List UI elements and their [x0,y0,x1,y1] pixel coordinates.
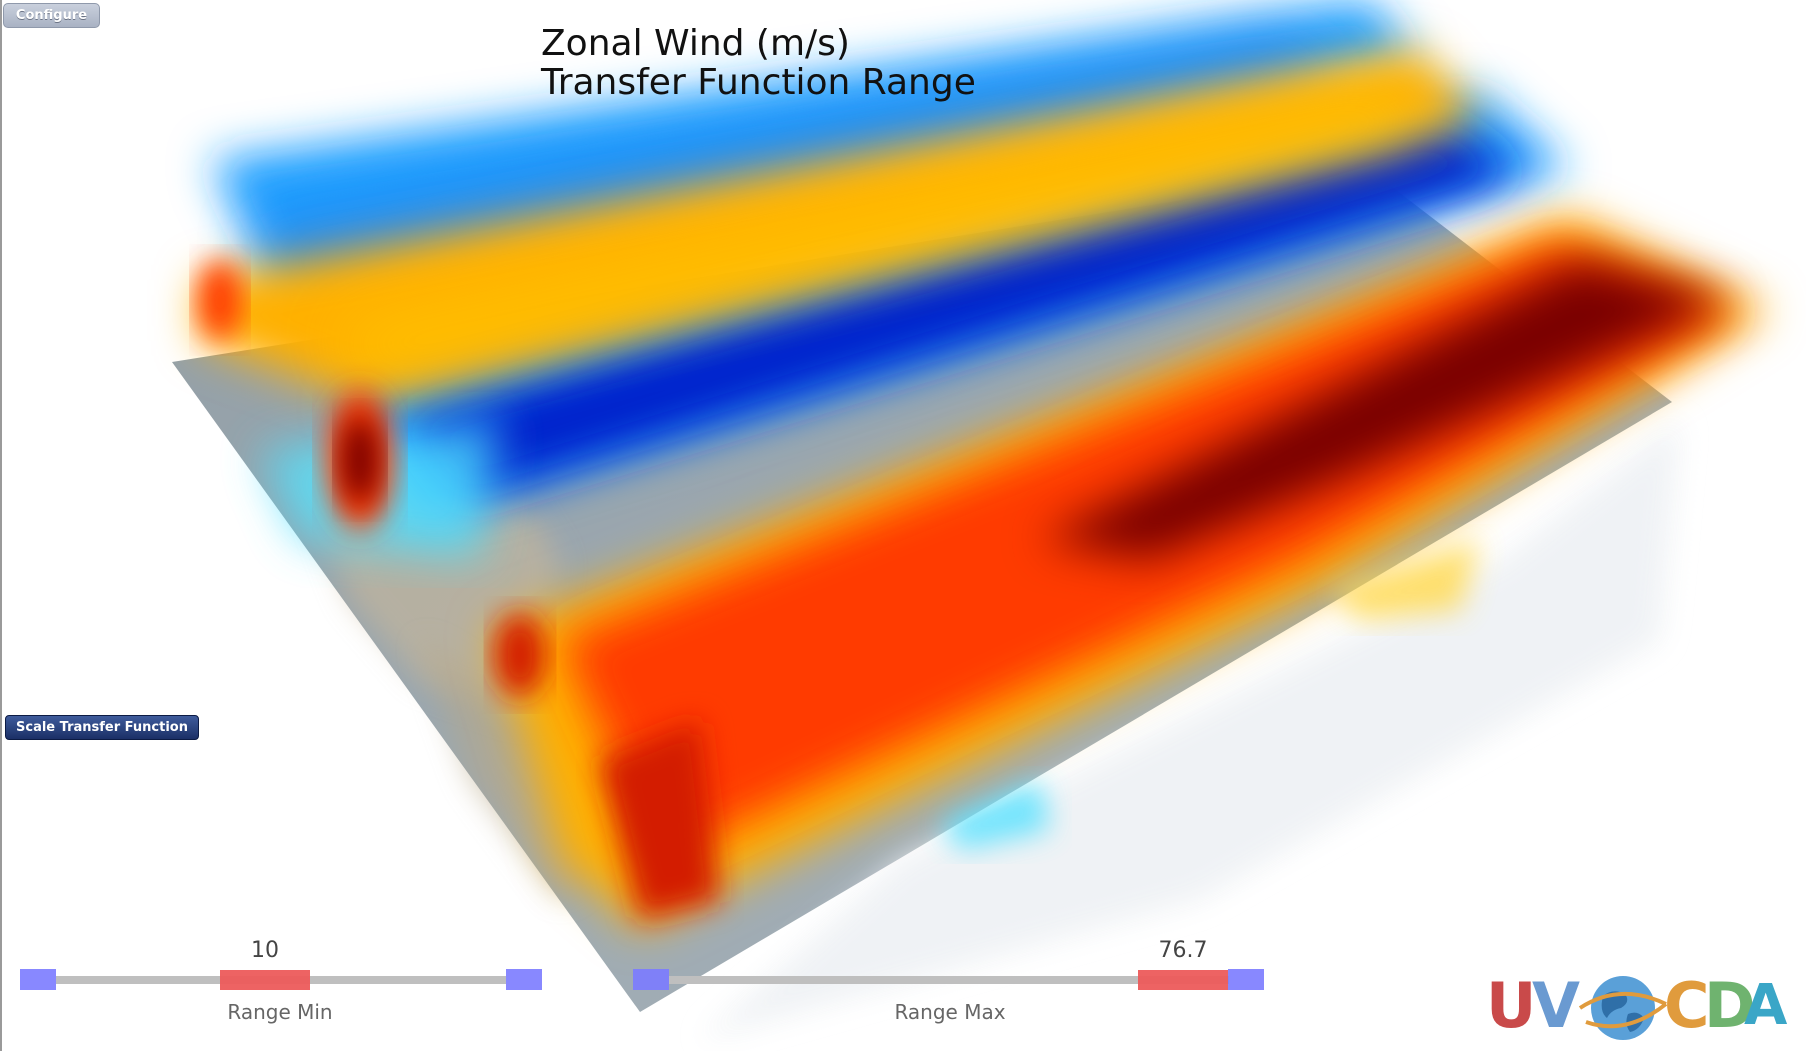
range-max-label: Range Max [894,1000,1006,1024]
configure-button[interactable]: Configure [3,3,100,28]
logo-letter-a: A [1744,973,1788,1038]
logo-letter-c: C [1664,969,1710,1042]
range-min-slider[interactable]: 10 Range Min [20,938,542,1028]
range-max-track[interactable] [669,976,1229,984]
uvcdat-logo: U V C D A T [1486,966,1796,1046]
globe-icon [1578,976,1668,1040]
warm-wind-bands [198,50,1770,930]
window-edge [0,0,2,1051]
range-max-handle[interactable] [1138,970,1228,990]
range-max-slider[interactable]: 76.7 Range Max [633,938,1265,1028]
range-min-label: Range Min [227,1000,333,1024]
logo-letter-v: V [1532,969,1580,1042]
range-min-left-endcap[interactable] [20,969,56,990]
plot-title: Zonal Wind (m/s) Transfer Function Range [541,24,976,102]
scale-transfer-function-button[interactable]: Scale Transfer Function [5,715,199,740]
logo-letter-u: U [1486,969,1537,1042]
logo-letter-d: D [1704,969,1756,1042]
range-min-value: 10 [251,938,279,963]
range-min-handle[interactable] [220,970,310,990]
range-max-left-endcap[interactable] [633,969,669,990]
title-line-variable: Zonal Wind (m/s) [541,23,850,64]
title-line-mode: Transfer Function Range [541,62,976,103]
range-max-value: 76.7 [1158,938,1208,963]
range-max-right-endcap[interactable] [1228,969,1264,990]
range-min-right-endcap[interactable] [506,969,542,990]
